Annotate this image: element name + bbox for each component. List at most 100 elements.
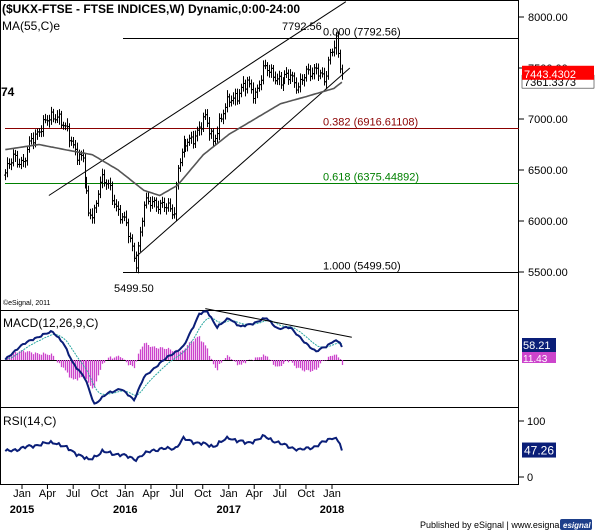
rsi-title: RSI(14,C) xyxy=(3,414,56,428)
x-tick-label: Apr xyxy=(142,488,159,500)
price-bar xyxy=(58,109,61,125)
ma-label: MA(55,C)e xyxy=(2,19,60,33)
y-tick-label: 7000.00 xyxy=(528,114,568,126)
price-bar xyxy=(111,181,114,206)
price-bar xyxy=(289,69,292,84)
channel-upper-line xyxy=(48,1,347,196)
price-value-text: 7443.4302 xyxy=(524,69,576,81)
price-bar xyxy=(274,71,277,85)
price-bar xyxy=(250,79,253,94)
price-bar xyxy=(192,130,195,149)
esignal-logo: esignal xyxy=(560,519,592,530)
x-tick-label: Oct xyxy=(91,488,108,500)
price-bar xyxy=(151,196,154,209)
x-tick-label: Jan xyxy=(116,488,134,500)
price-bar xyxy=(309,65,312,82)
price-bar xyxy=(113,194,116,209)
macd-title: MACD(12,26,9,C) xyxy=(3,316,98,330)
price-bar xyxy=(74,140,77,156)
price-bar xyxy=(341,64,344,80)
price-bar xyxy=(224,103,227,120)
chart-title: ($UKX-FTSE - FTSE INDICES,W) Dynamic,0:0… xyxy=(2,2,300,16)
price-bar xyxy=(248,76,251,88)
price-bar xyxy=(82,149,85,163)
left-cut-label: 74 xyxy=(1,85,15,99)
macd-panel: 58.21 11.43 xyxy=(1,308,556,405)
price-bar xyxy=(268,64,271,78)
price-bar xyxy=(24,157,27,168)
price-bar xyxy=(167,198,170,212)
price-bar xyxy=(307,63,310,75)
price-bar xyxy=(325,71,328,90)
price-bar xyxy=(52,108,55,123)
price-bar xyxy=(238,89,241,105)
price-bar xyxy=(48,114,51,128)
price-bar xyxy=(169,198,172,212)
x-tick-label: Apr xyxy=(246,488,263,500)
price-bar xyxy=(137,241,140,274)
price-bar xyxy=(103,169,106,187)
price-bar xyxy=(264,59,267,70)
price-bar xyxy=(121,213,124,224)
footer: Published by eSignal | www.esignal.com e… xyxy=(0,517,595,532)
price-bar xyxy=(42,115,45,137)
price-bar xyxy=(127,218,130,244)
price-bar xyxy=(246,76,249,94)
price-bar xyxy=(210,128,213,139)
price-bar xyxy=(293,72,296,88)
macd-value-text: 58.21 xyxy=(523,340,551,352)
price-bar xyxy=(125,210,128,227)
price-bar xyxy=(179,158,182,172)
price-bar xyxy=(99,176,102,199)
price-bar xyxy=(228,93,231,108)
price-bar xyxy=(87,185,90,217)
price-bar xyxy=(280,72,283,89)
price-bar xyxy=(272,64,275,82)
y-tick-label: 6000.00 xyxy=(528,216,568,228)
price-bar xyxy=(165,203,168,215)
price-bar xyxy=(287,69,290,85)
price-bar xyxy=(72,137,75,149)
price-bar xyxy=(313,63,316,80)
price-bar xyxy=(163,197,166,213)
x-tick-label: Jan xyxy=(323,488,341,500)
footer-publisher: Published by eSignal | www.esignal.com xyxy=(420,520,581,530)
x-year-label: 2016 xyxy=(113,504,137,516)
price-bar xyxy=(260,75,263,91)
price-bar xyxy=(129,232,132,243)
price-bar xyxy=(135,251,138,272)
price-bar xyxy=(133,242,136,262)
rsi-tick-label: 0 xyxy=(527,472,533,484)
y-tick-label: 6500.00 xyxy=(528,165,568,177)
price-bar xyxy=(270,64,273,78)
svg-text:esignal: esignal xyxy=(563,521,591,530)
x-year-label: 2018 xyxy=(320,504,344,516)
x-tick-label: Jul xyxy=(170,488,184,500)
y-tick-label: 8000.00 xyxy=(528,12,568,24)
time-axis: Jan Apr Jul Oct Jan Apr Jul Oct Jan Apr Jul Oct Jan 2… xyxy=(10,484,344,516)
price-bar xyxy=(258,80,261,92)
price-bar xyxy=(68,123,71,148)
price-bar xyxy=(319,69,322,80)
price-bar xyxy=(291,71,294,82)
price-bar xyxy=(60,110,63,129)
price-bar xyxy=(171,204,174,220)
rsi-line xyxy=(4,433,343,463)
price-bar xyxy=(44,113,47,124)
price-bar xyxy=(36,128,39,140)
price-bar xyxy=(141,217,144,237)
price-bar xyxy=(123,211,126,222)
price-bar xyxy=(186,138,189,152)
price-bar xyxy=(119,205,122,224)
price-bar xyxy=(181,148,184,167)
price-bar xyxy=(28,136,31,153)
price-bar xyxy=(12,149,15,167)
signal-value-tag xyxy=(522,352,556,363)
price-bar xyxy=(97,190,100,207)
price-bar xyxy=(222,109,225,125)
x-tick-label: Jan xyxy=(13,488,31,500)
ma-line xyxy=(5,81,343,197)
rsi-panel: 0 100 47.26 xyxy=(4,416,556,484)
fibonacci-levels: 0.000 (7792.56) 0.382 (6916.61108) 0.618 (… xyxy=(5,27,519,273)
fib-label-0.000: 0.000 (7792.56) xyxy=(323,27,401,39)
